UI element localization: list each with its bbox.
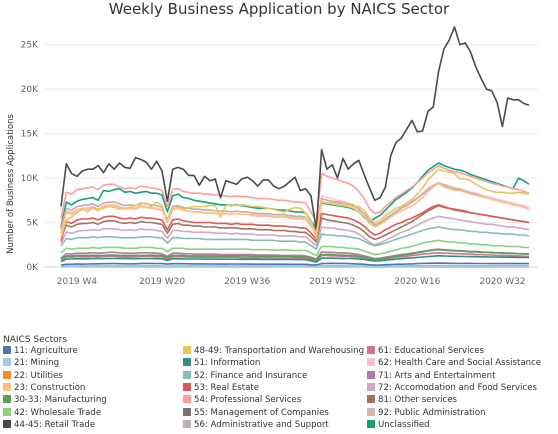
legend-item: 52: Finance and Insurance bbox=[183, 371, 307, 382]
legend-swatch bbox=[3, 358, 11, 366]
x-tick-label: 2019 W52 bbox=[309, 277, 355, 287]
series-line bbox=[61, 263, 529, 265]
legend-item: 30-33: Manufacturing bbox=[3, 395, 107, 406]
legend-label: 61: Educational Services bbox=[378, 346, 484, 356]
legend-item: 71: Arts and Entertainment bbox=[367, 371, 495, 382]
x-tick-label: 2019 W36 bbox=[224, 277, 270, 287]
x-tick-label: 2019 W4 bbox=[57, 277, 98, 287]
legend-item: 61: Educational Services bbox=[367, 346, 484, 357]
legend-swatch bbox=[367, 371, 375, 379]
legend-swatch bbox=[3, 383, 11, 391]
legend-item: Unclassified bbox=[367, 420, 430, 431]
series-line bbox=[61, 166, 529, 222]
legend-item: 53: Real Estate bbox=[183, 383, 259, 394]
series-line bbox=[61, 169, 529, 238]
legend-label: 42: Wholesale Trade bbox=[14, 408, 101, 418]
y-tick-label: 25K bbox=[21, 41, 39, 51]
legend-label: 52: Finance and Insurance bbox=[194, 371, 307, 381]
legend-swatch bbox=[183, 346, 191, 354]
legend-label: 53: Real Estate bbox=[194, 383, 259, 393]
y-tick-label: 15K bbox=[21, 130, 39, 140]
legend-item: 48-49: Transportation and Warehousing bbox=[183, 346, 364, 357]
y-axis-ticks: 0K 5K 10K 15K 20K 25K bbox=[21, 41, 39, 273]
legend-swatch bbox=[3, 408, 11, 416]
legend-item: 51: Information bbox=[183, 358, 260, 369]
x-tick-label: 2020 W32 bbox=[479, 277, 525, 287]
legend-item: 56: Administrative and Support bbox=[183, 420, 329, 431]
legend-label: 62: Health Care and Social Assistance bbox=[378, 358, 541, 368]
legend-label: 23: Construction bbox=[14, 383, 85, 393]
y-tick-label: 0K bbox=[26, 263, 39, 273]
legend-label: 30-33: Manufacturing bbox=[14, 395, 107, 405]
legend: NAICS Sectors 11: Agriculture 21: Mining 2… bbox=[3, 334, 555, 434]
legend-swatch bbox=[367, 383, 375, 391]
legend-item: 92: Public Administration bbox=[367, 408, 486, 419]
legend-swatch bbox=[183, 371, 191, 379]
legend-swatch bbox=[3, 371, 11, 379]
legend-swatch bbox=[183, 358, 191, 366]
legend-item: 72: Accomodation and Food Services bbox=[367, 383, 537, 394]
series-lines bbox=[61, 27, 529, 267]
legend-swatch bbox=[367, 346, 375, 354]
legend-item: 42: Wholesale Trade bbox=[3, 408, 101, 419]
legend-title: NAICS Sectors bbox=[3, 334, 555, 346]
legend-label: 81: Other services bbox=[378, 395, 457, 405]
legend-label: 56: Administrative and Support bbox=[194, 420, 329, 430]
legend-item: 62: Health Care and Social Assistance bbox=[367, 358, 541, 369]
y-tick-label: 5K bbox=[26, 219, 39, 229]
legend-swatch bbox=[3, 346, 11, 354]
legend-label: 71: Arts and Entertainment bbox=[378, 371, 495, 381]
series-line bbox=[61, 27, 529, 230]
legend-swatch bbox=[367, 408, 375, 416]
legend-label: 44-45: Retail Trade bbox=[14, 420, 95, 430]
legend-swatch bbox=[183, 395, 191, 403]
legend-item: 81: Other services bbox=[367, 395, 457, 406]
legend-item: 55: Management of Companies bbox=[183, 408, 329, 419]
legend-label: Unclassified bbox=[378, 420, 430, 430]
legend-swatch bbox=[367, 395, 375, 403]
x-tick-label: 2020 W16 bbox=[394, 277, 440, 287]
legend-item: 11: Agriculture bbox=[3, 346, 78, 357]
y-tick-label: 10K bbox=[21, 174, 39, 184]
legend-item: 21: Mining bbox=[3, 358, 59, 369]
series-line bbox=[61, 183, 529, 233]
legend-swatch bbox=[3, 395, 11, 403]
x-axis-ticks: 2019 W4 2019 W20 2019 W36 2019 W52 2020 W16 2… bbox=[57, 277, 526, 287]
legend-label: 11: Agriculture bbox=[14, 346, 78, 356]
legend-label: 48-49: Transportation and Warehousing bbox=[194, 346, 364, 356]
legend-item: 44-45: Retail Trade bbox=[3, 420, 95, 431]
legend-item: 23: Construction bbox=[3, 383, 85, 394]
legend-label: 55: Management of Companies bbox=[194, 408, 329, 418]
x-tick-label: 2019 W20 bbox=[139, 277, 185, 287]
gridlines bbox=[44, 45, 538, 267]
legend-label: 22: Utilities bbox=[14, 371, 63, 381]
legend-label: 72: Accomodation and Food Services bbox=[378, 383, 537, 393]
legend-swatch bbox=[367, 358, 375, 366]
legend-label: 92: Public Administration bbox=[378, 408, 486, 418]
legend-label: 51: Information bbox=[194, 358, 260, 368]
legend-label: 21: Mining bbox=[14, 358, 59, 368]
legend-label: 54: Professional Services bbox=[194, 395, 301, 405]
legend-items: 11: Agriculture 21: Mining 22: Utilities 23… bbox=[3, 346, 555, 434]
legend-item: 22: Utilities bbox=[3, 371, 63, 382]
legend-swatch bbox=[183, 408, 191, 416]
y-tick-label: 20K bbox=[21, 85, 39, 95]
y-axis-title: Number of Business Applications bbox=[6, 114, 16, 254]
legend-swatch bbox=[183, 383, 191, 391]
legend-item: 54: Professional Services bbox=[183, 395, 301, 406]
